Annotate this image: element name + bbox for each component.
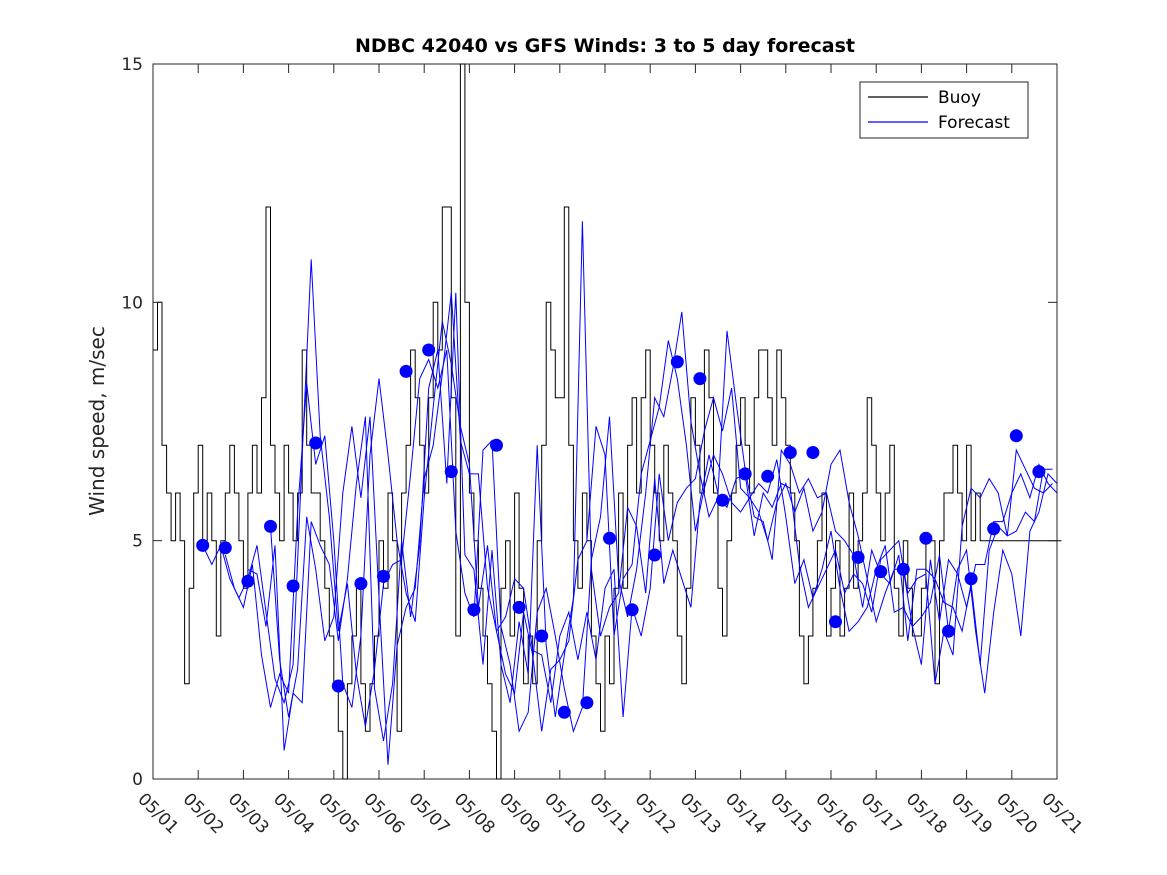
forecast-marker: [625, 603, 639, 617]
forecast-marker: [286, 579, 300, 593]
buoy-series: [153, 63, 1062, 780]
forecast-marker: [1009, 429, 1023, 443]
legend: Buoy Forecast: [859, 81, 1029, 139]
legend-box: [859, 81, 1029, 139]
forecast-marker: [874, 565, 888, 579]
forecast-marker: [512, 600, 526, 614]
forecast-marker: [693, 372, 707, 386]
forecast-marker: [331, 679, 345, 693]
forecast-marker: [942, 624, 955, 638]
forecast-marker: [580, 696, 594, 710]
y-tick-label: 15: [121, 55, 143, 75]
forecast-marker: [377, 569, 390, 583]
forecast-marker: [896, 562, 910, 576]
chart-title: NDBC 42040 vs GFS Winds: 3 to 5 day fore…: [355, 35, 855, 57]
forecast-line-2: [224, 321, 1058, 732]
y-tick-label: 5: [132, 532, 143, 552]
forecast-marker: [422, 343, 436, 357]
forecast-marker: [241, 574, 255, 588]
forecast-marker: [919, 531, 933, 545]
forecast-marker: [738, 467, 752, 481]
forecast-line-4: [270, 292, 1058, 765]
forecast-line-3: [247, 221, 1053, 751]
forecast-marker: [399, 364, 413, 378]
forecast-series: [202, 221, 1058, 765]
forecast-marker: [467, 603, 481, 617]
forecast-marker: [490, 438, 503, 452]
forecast-marker: [603, 531, 616, 545]
forecast-marker: [309, 436, 323, 450]
plot-area: [152, 63, 1062, 780]
forecast-marker: [851, 550, 865, 564]
forecast-marker: [218, 541, 232, 555]
y-axis: 0 5 10 15: [121, 55, 1057, 790]
y-axis-label: Wind speed, m/sec: [85, 326, 109, 516]
forecast-marker: [264, 519, 277, 533]
forecast-markers: [196, 343, 1046, 719]
y-tick-label: 10: [121, 293, 143, 313]
forecast-marker: [1032, 465, 1046, 479]
forecast-marker: [806, 446, 820, 459]
forecast-marker: [761, 469, 775, 483]
forecast-marker: [648, 548, 662, 562]
forecast-marker: [557, 705, 571, 719]
y-tick-label: 0: [132, 770, 143, 790]
forecast-marker: [987, 522, 1001, 536]
forecast-marker: [829, 615, 842, 629]
forecast-marker: [444, 465, 458, 479]
forecast-marker: [196, 538, 210, 552]
forecast-marker: [670, 355, 684, 369]
forecast-marker: [716, 493, 729, 507]
forecast-marker: [783, 446, 797, 459]
forecast-marker: [535, 629, 549, 643]
forecast-marker: [354, 577, 368, 591]
buoy-line: [153, 63, 1062, 780]
forecast-marker: [964, 572, 978, 586]
legend-label-buoy: Buoy: [938, 88, 981, 108]
legend-label-forecast: Forecast: [938, 113, 1010, 133]
